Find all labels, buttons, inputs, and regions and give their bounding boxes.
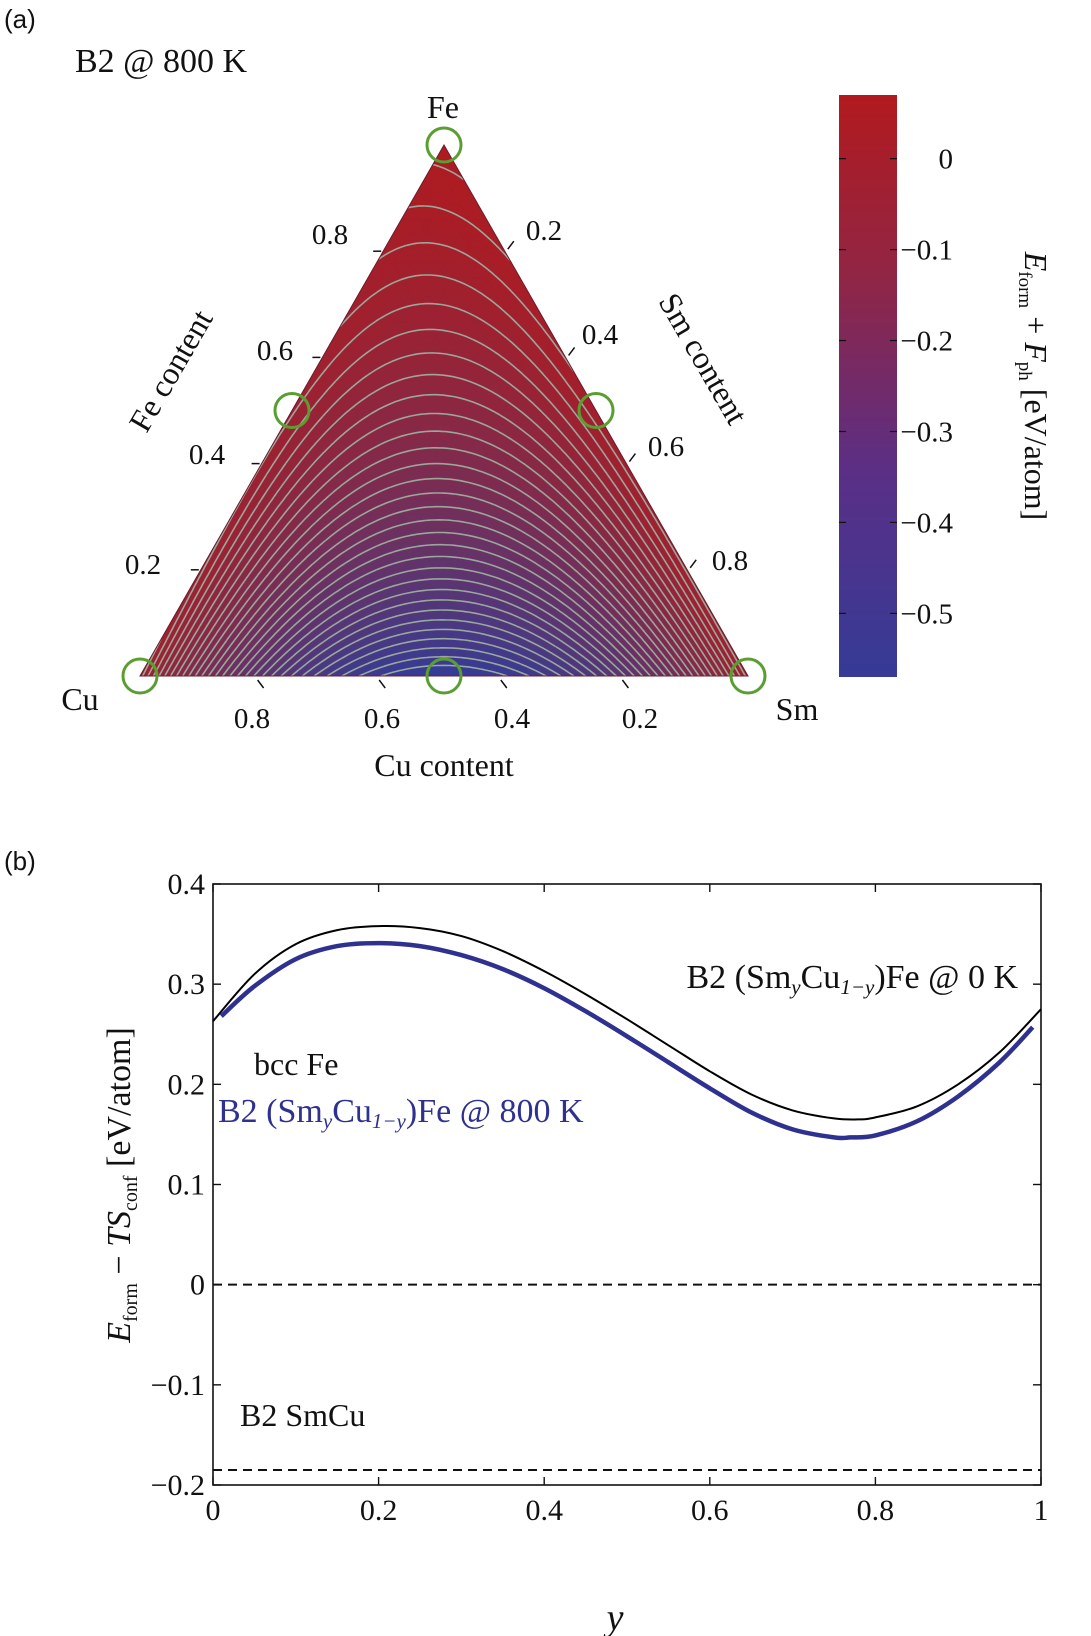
contour-line [244,555,643,676]
series-0k-line [212,925,1042,1121]
panel-a-label: (a) [4,4,36,34]
contour-line [169,393,719,676]
y-axis-label: Eform − TSconf [eV/atom] [101,1027,142,1344]
contour-line [407,205,511,261]
cu-tick-04: 0.4 [494,703,531,735]
colorbar-tick-label: −0.2 [900,326,953,358]
contour-line [229,531,659,676]
colorbar-tick-label: −0.5 [900,598,953,630]
sm-axis-tick [507,240,515,250]
cu-axis-tick [621,679,630,689]
contour-line [358,655,530,676]
ternary-border [139,143,749,677]
sm-axis-tick [628,453,637,463]
x-tick-label: 0.4 [525,1494,563,1527]
sm-tick-04: 0.4 [582,319,619,351]
cu-tick-02: 0.2 [622,703,658,735]
colorbar-tick-label: 0 [939,144,954,176]
label-b2-smcu: B2 SmCu [240,1397,365,1433]
contour-line [188,447,700,676]
contour-line [290,609,598,676]
composition-marker [121,657,159,695]
cu-tick-06: 0.6 [364,703,400,735]
x-tick-label: 0.6 [691,1494,729,1527]
contour-line [175,412,713,676]
y-tick-label: −0.2 [151,1469,205,1502]
fe-tick-08: 0.8 [312,219,348,251]
fe-tick-04: 0.4 [189,439,226,471]
y-tick-label: 0.1 [168,1169,206,1202]
composition-marker [273,392,311,429]
ternary-title: B2 @ 800 K [75,43,247,80]
y-tick-label: 0.3 [168,968,206,1001]
corner-label-sm: Sm [776,691,819,727]
colorbar-tick-label: −0.3 [900,416,953,448]
sm-content-label: Sm content [652,287,756,431]
x-tick-label: 0.2 [360,1494,398,1527]
corner-label-cu: Cu [61,681,98,717]
contour-line [432,163,465,181]
fe-content-label: Fe content [121,303,219,437]
y-tick-label: −0.1 [151,1369,205,1402]
x-tick-label: 0 [206,1494,221,1527]
contour-line [214,505,674,676]
x-tick-label: 0.8 [857,1494,895,1527]
colorbar-label: Eform + Fph [eV/atom] [1014,251,1054,521]
ternary-heatmap [140,145,748,676]
sm-tick-08: 0.8 [712,545,748,577]
y-tick-label: 0.4 [168,868,206,901]
contour-line [201,477,687,676]
sm-tick-06: 0.6 [648,431,684,463]
sm-tick-02: 0.2 [526,215,562,247]
colorbar-tick-label: −0.4 [900,507,953,539]
y-tick-label: 0 [190,1269,205,1302]
sm-axis-tick [567,346,576,356]
contour-line [207,492,681,676]
heatmap-cell [434,145,454,161]
composition-marker [577,392,615,429]
cu-axis-tick [257,679,265,689]
cu-content-label: Cu content [374,747,514,783]
contour-line [301,619,587,676]
contour-line [182,430,706,676]
contour-line [194,462,694,676]
composition-marker [729,657,767,695]
cu-axis-tick [378,679,386,689]
composition-marker [425,657,463,695]
colorbar [839,95,897,677]
contour-line [152,328,736,676]
fe-tick-02: 0.2 [125,549,161,581]
ternary-plot: B2 @ 800 K Fe Cu Sm Fe content Sm conten… [61,43,1054,783]
contour-line [236,543,651,676]
composition-marker [425,126,463,164]
contour-line [221,519,667,676]
contour-line [141,274,746,676]
cu-tick-08: 0.8 [234,703,270,735]
label-800k: B2 (SmyCu1−y)Fe @ 800 K [218,1093,584,1133]
contour-line [164,373,724,676]
line-chart: 0 0.2 0.4 0.6 0.8 1 −0.2 −0.1 0 0.1 0.2 0.3 0.4 B2 (… [101,868,1049,1636]
x-tick-label: 1 [1034,1494,1049,1527]
sm-axis-tick [689,559,697,569]
colorbar-tick-label: −0.1 [900,235,953,267]
y-tick-label: 0.2 [168,1068,206,1101]
contour-line [271,588,617,676]
x-axis-label: y [603,1597,624,1636]
contour-line [261,578,627,676]
corner-label-fe: Fe [427,89,459,125]
cu-axis-tick [500,679,508,689]
label-bcc-fe: bcc Fe [254,1046,338,1082]
fe-tick-06: 0.6 [257,335,293,367]
label-0k: B2 (SmyCu1−y)Fe @ 0 K [686,959,1018,999]
